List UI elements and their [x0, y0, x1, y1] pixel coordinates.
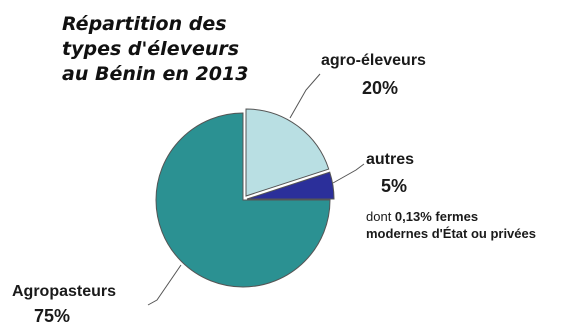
annotation-value: 0,13% [394, 209, 432, 224]
chart-title-line-1: Répartition des [62, 13, 227, 35]
slice-label-agropasteurs: Agropasteurs [12, 283, 117, 300]
annotation-line-1: dont 0,13% fermes [366, 208, 536, 225]
chart-title-line-2: types d'éleveurs [62, 38, 240, 60]
slice-label-agro-eleveurs: agro-éleveurs [321, 52, 426, 69]
annotation-rest: fermes [431, 209, 479, 224]
pie-slices [155, 108, 335, 288]
pie-slice-agro-leveurs [245, 108, 330, 197]
slice-label-autres: autres [366, 151, 415, 168]
pie-slice-autres [246, 171, 335, 200]
leader-line-agropasteurs [147, 264, 182, 306]
slice-value-agro-eleveurs: 20% [362, 78, 399, 98]
chart-title-line-3: au Bénin en 2013 [62, 63, 249, 85]
annotation-line-2: modernes d'État ou privées [366, 226, 536, 241]
leader-line-autres [332, 163, 365, 184]
leader-lines [147, 73, 365, 306]
chart-title: Répartition des types d'éleveurs au Béni… [62, 12, 252, 87]
annotation-prefix: dont [366, 209, 395, 224]
leader-line-agro-eleveurs [289, 73, 321, 119]
slice-value-agropasteurs: 75% [34, 306, 71, 326]
autres-annotation: dont 0,13% fermes modernes d'État ou pri… [366, 208, 536, 242]
pie-slice-agropasteurs [155, 112, 331, 288]
slice-value-autres: 5% [381, 176, 408, 196]
